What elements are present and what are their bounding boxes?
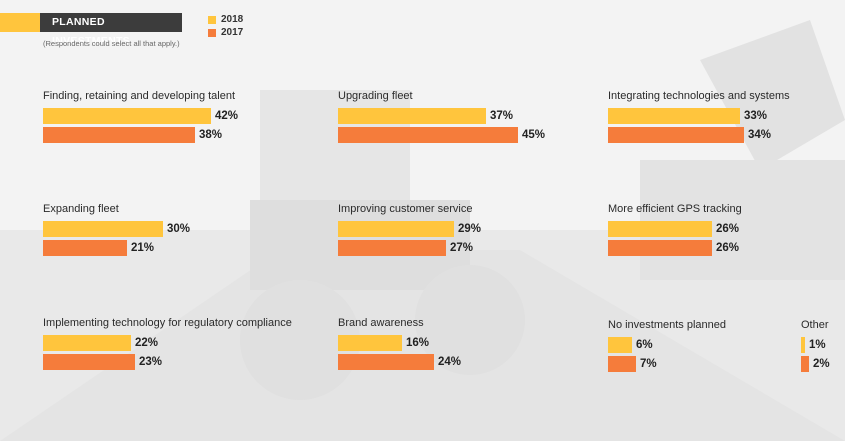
category-label: No investments planned bbox=[608, 319, 727, 331]
bar-2018 bbox=[338, 335, 402, 351]
value-label-2017: 26% bbox=[716, 242, 740, 254]
bar-2017 bbox=[338, 240, 446, 256]
value-label-2018: 30% bbox=[167, 223, 191, 235]
chart-legend: 2018 2017 bbox=[208, 13, 243, 39]
category-label: Upgrading fleet bbox=[338, 90, 413, 102]
chart-subtitle: (Respondents could select all that apply… bbox=[43, 39, 180, 48]
category-label: More efficient GPS tracking bbox=[608, 203, 742, 215]
value-label-2017: 38% bbox=[199, 129, 223, 141]
legend-item-2017: 2017 bbox=[208, 26, 243, 39]
category-label: Expanding fleet bbox=[43, 203, 119, 215]
bar-2017 bbox=[608, 240, 712, 256]
bar-2018 bbox=[608, 108, 740, 124]
category-label: Finding, retaining and developing talent bbox=[43, 90, 236, 102]
value-label-2017: 34% bbox=[748, 129, 772, 141]
legend-swatch-2017 bbox=[208, 28, 216, 37]
bar-2018 bbox=[43, 108, 211, 124]
bar-2018 bbox=[608, 337, 632, 353]
value-label-2018: 26% bbox=[716, 223, 740, 235]
value-label-2018: 33% bbox=[744, 110, 768, 122]
value-label-2018: 16% bbox=[406, 337, 430, 349]
value-label-2018: 1% bbox=[809, 339, 826, 351]
bar-2018 bbox=[338, 108, 486, 124]
bar-2017 bbox=[43, 354, 135, 370]
bar-2018 bbox=[43, 221, 163, 237]
page-title: PLANNED INVESTMENTS bbox=[40, 13, 182, 47]
value-label-2018: 29% bbox=[458, 223, 482, 235]
value-label-2017: 45% bbox=[522, 129, 546, 141]
value-label-2017: 27% bbox=[450, 242, 474, 254]
bar-2017 bbox=[43, 127, 195, 143]
category-label: Other bbox=[801, 319, 829, 331]
value-label-2017: 2% bbox=[813, 358, 830, 370]
bar-2017 bbox=[608, 356, 636, 372]
category-label: Improving customer service bbox=[338, 203, 473, 215]
bar-2017 bbox=[608, 127, 744, 143]
legend-swatch-2018 bbox=[208, 15, 216, 24]
category-label: Brand awareness bbox=[338, 317, 424, 329]
value-label-2018: 37% bbox=[490, 110, 514, 122]
bar-2017 bbox=[338, 127, 518, 143]
bar-2017 bbox=[338, 354, 434, 370]
bar-2018 bbox=[43, 335, 131, 351]
value-label-2018: 22% bbox=[135, 337, 159, 349]
value-label-2017: 24% bbox=[438, 356, 462, 368]
title-accent-bar bbox=[0, 13, 40, 32]
legend-label-2017: 2017 bbox=[221, 27, 244, 38]
category-label: Implementing technology for regulatory c… bbox=[43, 317, 292, 329]
bar-2018 bbox=[608, 221, 712, 237]
value-label-2017: 7% bbox=[640, 358, 657, 370]
bar-2017 bbox=[43, 240, 127, 256]
legend-label-2018: 2018 bbox=[221, 14, 244, 25]
value-label-2018: 6% bbox=[636, 339, 653, 351]
category-label: Integrating technologies and systems bbox=[608, 90, 790, 102]
bar-2017 bbox=[801, 356, 809, 372]
value-label-2018: 42% bbox=[215, 110, 239, 122]
value-label-2017: 21% bbox=[131, 242, 155, 254]
bar-2018 bbox=[801, 337, 805, 353]
bar-2018 bbox=[338, 221, 454, 237]
legend-item-2018: 2018 bbox=[208, 13, 243, 26]
value-label-2017: 23% bbox=[139, 356, 163, 368]
